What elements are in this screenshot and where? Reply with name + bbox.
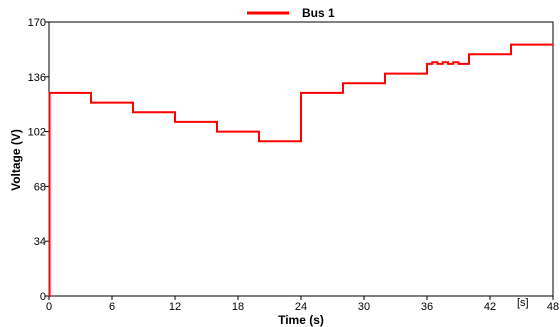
y-axis-title: Voltage (V) <box>9 129 23 191</box>
y-tick-label: 170 <box>28 17 46 29</box>
y-axis-ticks: 0 34 68 102 136 170 <box>28 17 49 303</box>
x-tick-label: 12 <box>169 301 181 313</box>
x-tick-label: 6 <box>109 301 115 313</box>
x-tick-label: 36 <box>421 301 433 313</box>
series-line-bus-1 <box>48 43 553 297</box>
plot-area <box>48 21 554 297</box>
series-lines <box>48 43 553 297</box>
y-tick-label: 0 <box>40 291 46 303</box>
y-tick-label: 136 <box>28 72 46 84</box>
x-tick-label: 0 <box>46 301 52 313</box>
x-axis-title: Time (s) <box>278 313 324 327</box>
x-tick-label: 48 <box>547 301 559 313</box>
x-axis-unit-label: [s] <box>517 297 529 309</box>
y-tick-label: 34 <box>34 236 46 248</box>
legend-label-bus-1: Bus 1 <box>302 6 335 20</box>
x-tick-label: 30 <box>358 301 370 313</box>
legend: Bus 1 <box>247 6 335 20</box>
x-tick-label: 42 <box>484 301 496 313</box>
x-tick-label: 18 <box>232 301 244 313</box>
y-tick-label: 102 <box>28 127 46 139</box>
x-tick-label: 24 <box>295 301 307 313</box>
y-tick-label: 68 <box>34 181 46 193</box>
x-axis-ticks: 0 6 12 18 24 30 36 42 48 <box>46 296 559 313</box>
